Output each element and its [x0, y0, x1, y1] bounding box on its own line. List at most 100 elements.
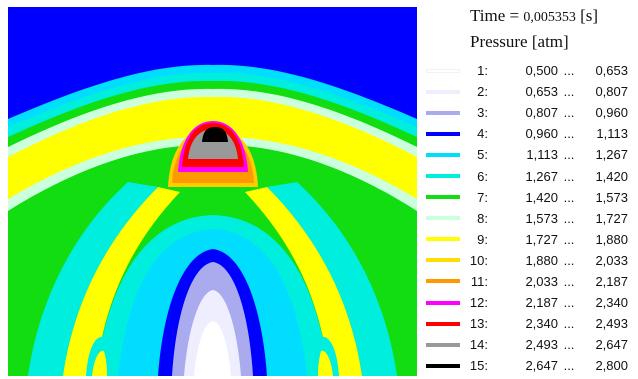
- legend-index: 13:: [469, 316, 488, 332]
- legend-index: 5:: [477, 147, 488, 163]
- legend-high-value: 2,493: [595, 316, 628, 332]
- legend-high-value: 0,807: [595, 84, 628, 100]
- legend-low-value: 2,493: [525, 337, 558, 353]
- legend-high-value: 2,187: [595, 273, 628, 289]
- legend-high-value: 1,113: [596, 126, 628, 142]
- legend-swatch: [426, 89, 460, 94]
- legend-index: 14:: [469, 337, 488, 353]
- legend-high-value: 2,033: [595, 252, 628, 268]
- legend-range-separator: ...: [563, 252, 575, 268]
- legend-entry: 1: 0,500... 0,653: [426, 60, 636, 81]
- legend: 1: 0,500... 0,653 2: 0,653... 0,807 3: 0,807...…: [426, 60, 636, 376]
- legend-swatch: [426, 363, 460, 368]
- legend-entry: 9: 1,727... 1,880: [426, 229, 636, 250]
- legend-range-separator: ...: [563, 105, 575, 121]
- time-unit: [s]: [580, 6, 599, 25]
- legend-swatch: [426, 321, 460, 326]
- legend-swatch: [426, 237, 460, 242]
- legend-high-value: 0,960: [595, 105, 628, 121]
- legend-index: 6:: [477, 168, 488, 184]
- legend-entry: 14: 2,493... 2,647: [426, 334, 636, 355]
- legend-range-separator: ...: [563, 358, 575, 374]
- legend-index: 1:: [477, 63, 488, 79]
- legend-low-value: 0,500: [525, 63, 558, 79]
- legend-range-separator: ...: [563, 189, 575, 205]
- legend-range-separator: ...: [563, 63, 575, 79]
- legend-low-value: 1,113: [526, 147, 558, 163]
- legend-index: 12:: [469, 295, 488, 311]
- legend-high-value: 1,573: [595, 189, 628, 205]
- legend-low-value: 0,653: [525, 84, 558, 100]
- legend-low-value: 0,807: [525, 105, 558, 121]
- legend-low-value: 0,960: [525, 126, 558, 142]
- legend-entry: 3: 0,807... 0,960: [426, 102, 636, 123]
- legend-index: 15:: [469, 358, 488, 374]
- legend-swatch: [426, 152, 460, 157]
- legend-swatch: [426, 131, 460, 136]
- legend-entry: 5: 1,113... 1,267: [426, 144, 636, 165]
- legend-entry: 12: 2,187... 2,340: [426, 292, 636, 313]
- legend-entry: 4: 0,960... 1,113: [426, 123, 636, 144]
- legend-low-value: 1,880: [525, 252, 558, 268]
- legend-swatch: [426, 195, 460, 200]
- time-value: 0,005353: [523, 10, 576, 25]
- legend-high-value: 2,800: [595, 358, 628, 374]
- legend-range-separator: ...: [563, 126, 575, 142]
- time-label: Time =: [470, 6, 524, 25]
- legend-index: 2:: [477, 84, 488, 100]
- legend-low-value: 2,340: [525, 316, 558, 332]
- legend-entry: 7: 1,420... 1,573: [426, 187, 636, 208]
- legend-range-separator: ...: [563, 273, 575, 289]
- legend-entry: 15: 2,647... 2,800: [426, 355, 636, 376]
- legend-range-separator: ...: [563, 231, 575, 247]
- contour-band-level-1-core: [194, 321, 231, 376]
- legend-swatch: [426, 110, 460, 115]
- legend-entry: 2: 0,653... 0,807: [426, 81, 636, 102]
- legend-entry: 8: 1,573... 1,727: [426, 208, 636, 229]
- legend-high-value: 2,340: [595, 295, 628, 311]
- legend-swatch: [426, 68, 460, 73]
- legend-high-value: 1,880: [595, 231, 628, 247]
- legend-entry: 13: 2,340... 2,493: [426, 313, 636, 334]
- legend-index: 4:: [477, 126, 488, 142]
- legend-low-value: 2,647: [525, 358, 558, 374]
- legend-index: 10:: [469, 252, 488, 268]
- contour-stripes: [28, 182, 397, 376]
- legend-swatch: [426, 174, 460, 179]
- legend-range-separator: ...: [563, 210, 575, 226]
- legend-range-separator: ...: [563, 84, 575, 100]
- legend-swatch: [426, 279, 460, 284]
- legend-range-separator: ...: [563, 168, 575, 184]
- legend-swatch: [426, 300, 460, 305]
- legend-swatch: [426, 258, 460, 263]
- quantity-label: Pressure: [470, 32, 528, 51]
- legend-entry: 11: 2,033... 2,187: [426, 271, 636, 292]
- legend-swatch: [426, 216, 460, 221]
- legend-range-separator: ...: [563, 147, 575, 163]
- legend-high-value: 2,647: [595, 337, 628, 353]
- legend-high-value: 1,727: [595, 210, 628, 226]
- legend-low-value: 1,727: [525, 231, 558, 247]
- legend-low-value: 1,420: [525, 189, 558, 205]
- quantity-unit: [atm]: [531, 32, 569, 51]
- legend-low-value: 2,187: [525, 295, 558, 311]
- legend-range-separator: ...: [563, 337, 575, 353]
- legend-high-value: 1,267: [595, 147, 628, 163]
- legend-range-separator: ...: [563, 316, 575, 332]
- contour-lower-corner-features: [86, 336, 339, 376]
- legend-index: 8:: [477, 210, 488, 226]
- legend-index: 9:: [477, 231, 488, 247]
- high-pressure-blob: [168, 121, 258, 187]
- pressure-contour-plot: [8, 7, 417, 376]
- time-readout: Time = 0,005353 [s]: [470, 6, 598, 26]
- legend-high-value: 1,420: [595, 168, 628, 184]
- legend-entry: 6: 1,267... 1,420: [426, 165, 636, 186]
- legend-swatch: [426, 342, 460, 347]
- legend-low-value: 1,267: [525, 168, 558, 184]
- legend-index: 3:: [477, 105, 488, 121]
- legend-index: 7:: [477, 189, 488, 205]
- legend-entry: 10: 1,880... 2,033: [426, 250, 636, 271]
- quantity-readout: Pressure [atm]: [470, 32, 569, 52]
- legend-range-separator: ...: [563, 295, 575, 311]
- legend-low-value: 1,573: [525, 210, 558, 226]
